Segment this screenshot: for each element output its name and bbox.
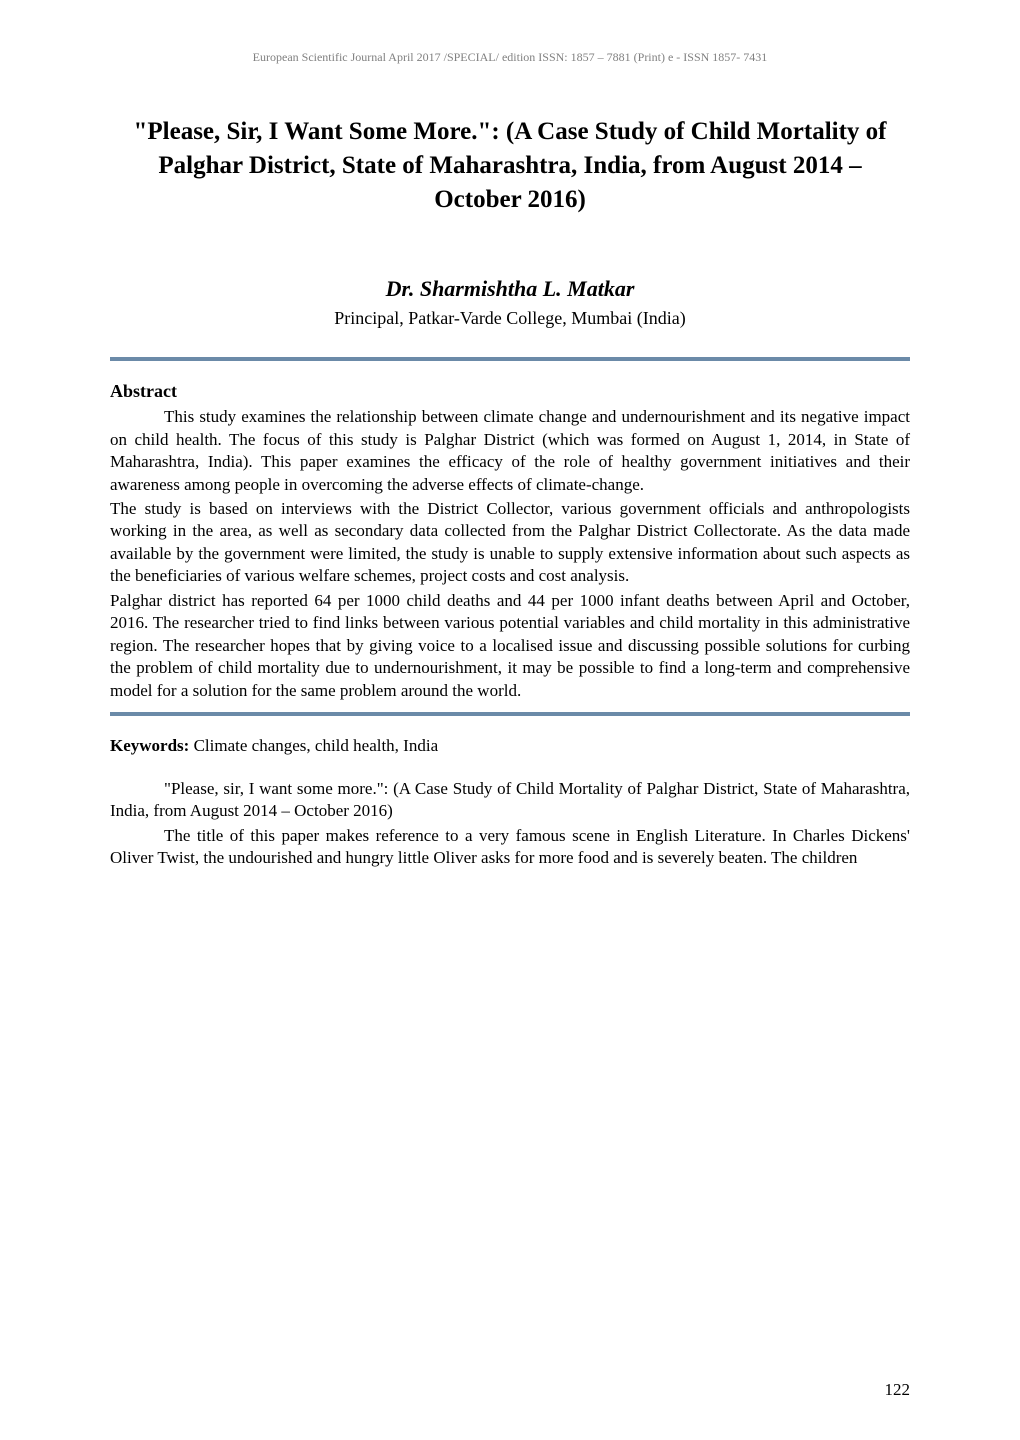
abstract-paragraph: Palghar district has reported 64 per 100…	[110, 590, 910, 702]
paper-title: "Please, Sir, I Want Some More.": (A Cas…	[110, 115, 910, 216]
keywords-value: Climate changes, child health, India	[189, 736, 438, 755]
page-number: 122	[885, 1380, 911, 1400]
body-paragraph: The title of this paper makes reference …	[110, 825, 910, 870]
body-paragraph: "Please, sir, I want some more.": (A Cas…	[110, 778, 910, 823]
keywords-label: Keywords:	[110, 736, 189, 755]
abstract-paragraph: This study examines the relationship bet…	[110, 406, 910, 496]
abstract-paragraph: The study is based on interviews with th…	[110, 498, 910, 588]
running-header: European Scientific Journal April 2017 /…	[110, 50, 910, 65]
keywords-line: Keywords: Climate changes, child health,…	[110, 736, 910, 756]
horizontal-rule-top	[110, 357, 910, 361]
author-affiliation: Principal, Patkar-Varde College, Mumbai …	[110, 308, 910, 329]
author-name: Dr. Sharmishtha L. Matkar	[110, 276, 910, 302]
abstract-heading: Abstract	[110, 381, 910, 402]
horizontal-rule-mid	[110, 712, 910, 716]
